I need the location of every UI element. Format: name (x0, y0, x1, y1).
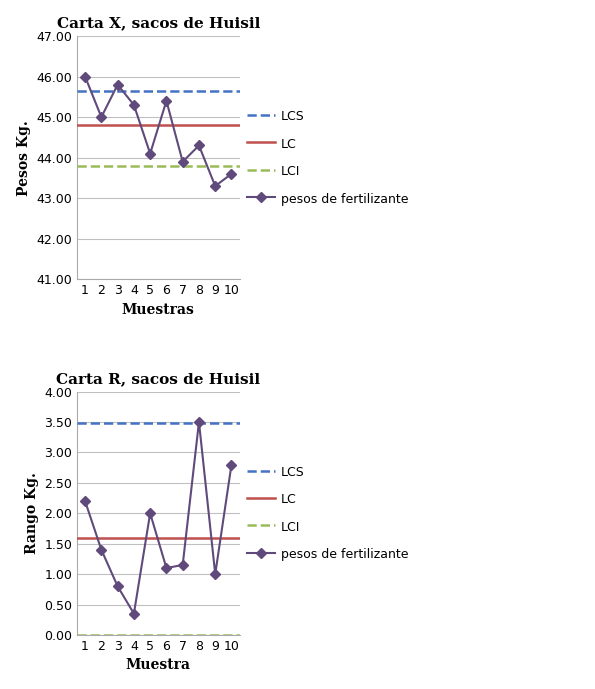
Legend: LCS, LC, LCI, pesos de fertilizante: LCS, LC, LCI, pesos de fertilizante (248, 465, 409, 561)
X-axis label: Muestra: Muestra (126, 658, 191, 672)
Title: Carta X, sacos de Huisil: Carta X, sacos de Huisil (57, 17, 260, 31)
Legend: LCS, LC, LCI, pesos de fertilizante: LCS, LC, LCI, pesos de fertilizante (248, 110, 409, 205)
Y-axis label: Pesos Kg.: Pesos Kg. (17, 120, 31, 196)
X-axis label: Muestras: Muestras (122, 302, 195, 317)
Title: Carta R, sacos de Huisil: Carta R, sacos de Huisil (57, 372, 261, 387)
Y-axis label: Rango Kg.: Rango Kg. (24, 473, 39, 554)
